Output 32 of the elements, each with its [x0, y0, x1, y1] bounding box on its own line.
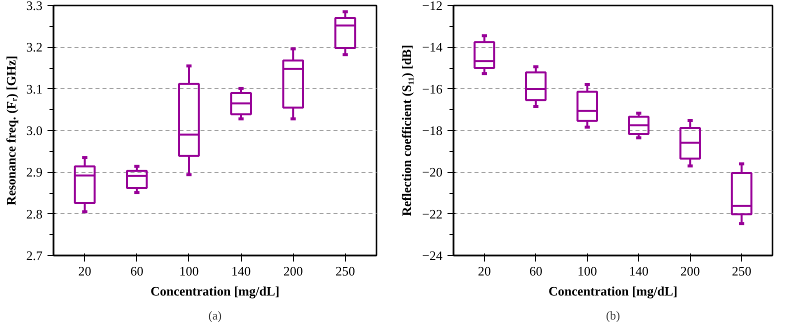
- text: (a): [208, 308, 222, 322]
- text: (b): [606, 308, 620, 322]
- y-tick-label: −14: [422, 40, 443, 55]
- y-tick-label: −20: [422, 164, 443, 180]
- x-tick-label: 20: [478, 264, 491, 278]
- x-tick-label: 60: [130, 264, 144, 278]
- y-tick-label: 3.2: [26, 40, 42, 55]
- y-tick-label: −22: [422, 206, 443, 222]
- y-tick-label: 3.3: [26, 0, 42, 13]
- x-tick-label: 140: [231, 264, 251, 278]
- x-axis-title: Concentration [mg/dL]: [150, 284, 280, 298]
- y-tick-label: 2.9: [26, 164, 42, 180]
- y-tick-label: 2.8: [26, 206, 42, 222]
- x-tick-label: 100: [179, 264, 199, 278]
- x-tick-label: 20: [78, 264, 92, 278]
- x-tick-label: 250: [732, 264, 752, 278]
- x-tick-label: 200: [680, 264, 700, 278]
- x-tick-label: 250: [335, 264, 355, 278]
- y-tick-label: −18: [422, 123, 443, 138]
- y-tick-label: 2.7: [26, 248, 43, 263]
- y-axis-title: Reflection coefficient (S₁₁) [dB]: [399, 44, 414, 216]
- x-axis-title: Concentration [mg/dL]: [548, 284, 678, 298]
- x-tick-label: 100: [578, 264, 598, 278]
- y-tick-label: 3.0: [26, 123, 42, 138]
- y-axis-title: Resonance freq. (Fᵣ) [GHz]: [3, 56, 18, 206]
- x-tick-label: 200: [283, 264, 303, 278]
- y-tick-label: 3.1: [26, 81, 42, 96]
- x-tick-label: 60: [529, 264, 542, 278]
- y-tick-label: −24: [422, 248, 443, 263]
- x-tick-label: 140: [628, 264, 648, 278]
- y-tick-label: −16: [422, 81, 443, 96]
- y-tick-label: −12: [422, 0, 443, 13]
